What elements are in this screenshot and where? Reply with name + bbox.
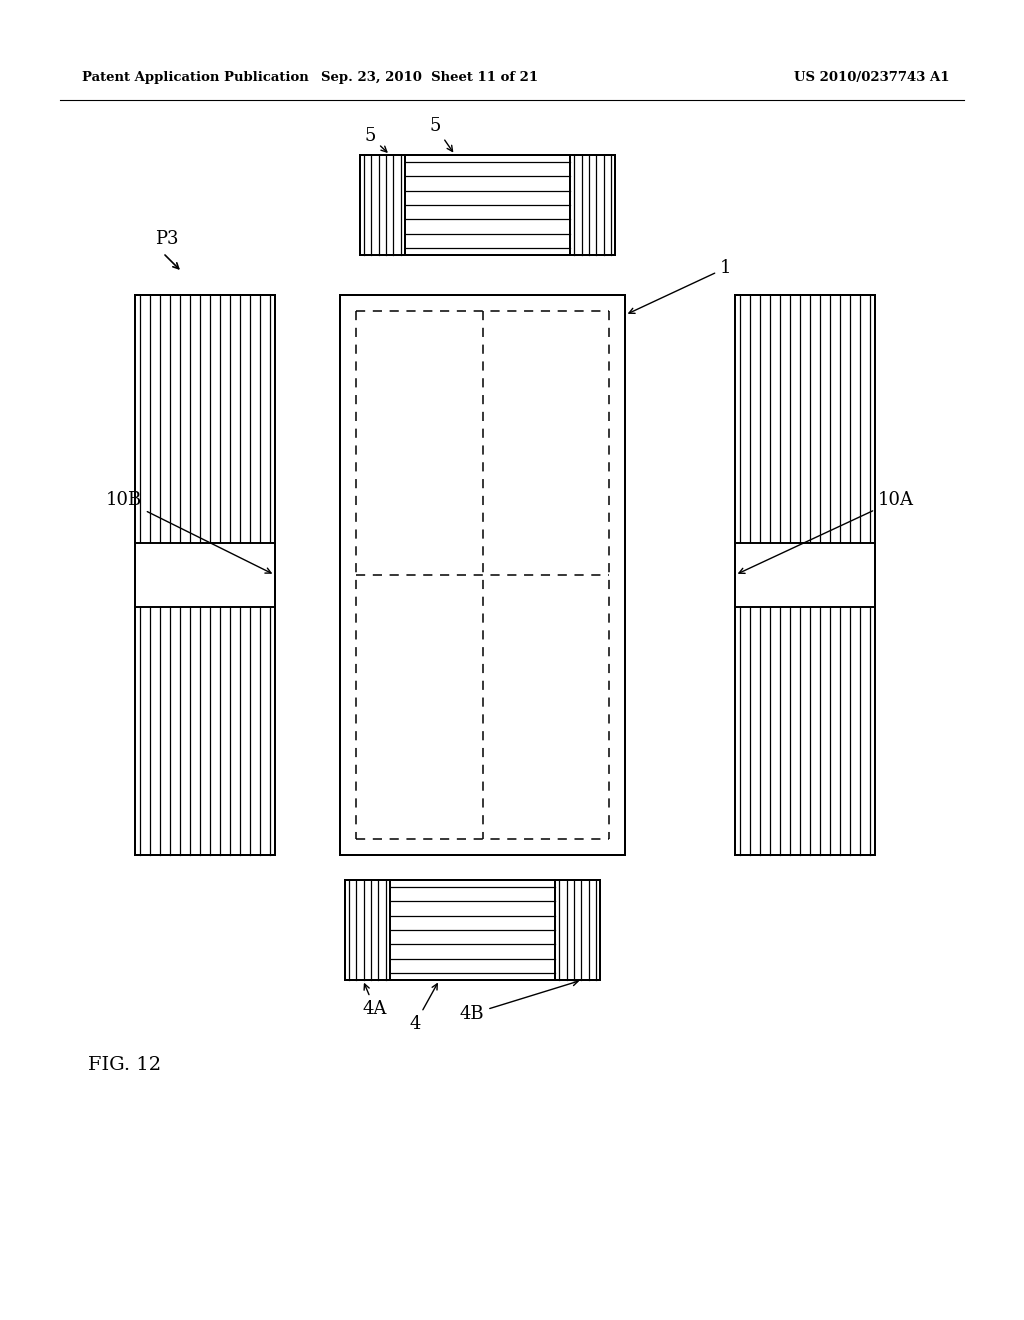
Text: 4B: 4B bbox=[460, 981, 578, 1023]
Bar bbox=[345, 880, 600, 979]
Text: FIG. 12: FIG. 12 bbox=[88, 1056, 161, 1074]
Bar bbox=[389, 880, 555, 979]
Bar bbox=[135, 294, 275, 855]
Text: 10A: 10A bbox=[739, 491, 914, 573]
Bar bbox=[570, 154, 615, 255]
Text: 5: 5 bbox=[365, 127, 387, 152]
Bar bbox=[735, 294, 874, 855]
Text: 5: 5 bbox=[429, 117, 453, 152]
Bar bbox=[345, 880, 600, 979]
Text: US 2010/0237743 A1: US 2010/0237743 A1 bbox=[795, 71, 950, 84]
Bar bbox=[360, 154, 615, 255]
Bar bbox=[360, 154, 615, 255]
Text: 4A: 4A bbox=[362, 983, 387, 1018]
Text: 4: 4 bbox=[410, 983, 437, 1034]
Bar bbox=[735, 294, 874, 855]
Bar bbox=[135, 543, 275, 607]
Text: Sep. 23, 2010  Sheet 11 of 21: Sep. 23, 2010 Sheet 11 of 21 bbox=[322, 71, 539, 84]
Text: P3: P3 bbox=[155, 230, 178, 248]
Bar bbox=[404, 154, 570, 255]
Bar bbox=[555, 880, 600, 979]
Text: Patent Application Publication: Patent Application Publication bbox=[82, 71, 309, 84]
Bar bbox=[345, 880, 389, 979]
Bar bbox=[735, 543, 874, 607]
Bar bbox=[340, 294, 625, 855]
Text: 1: 1 bbox=[629, 259, 731, 313]
Bar bbox=[360, 154, 404, 255]
Bar bbox=[135, 294, 275, 855]
Bar bbox=[340, 294, 625, 855]
Text: 10B: 10B bbox=[105, 491, 271, 573]
